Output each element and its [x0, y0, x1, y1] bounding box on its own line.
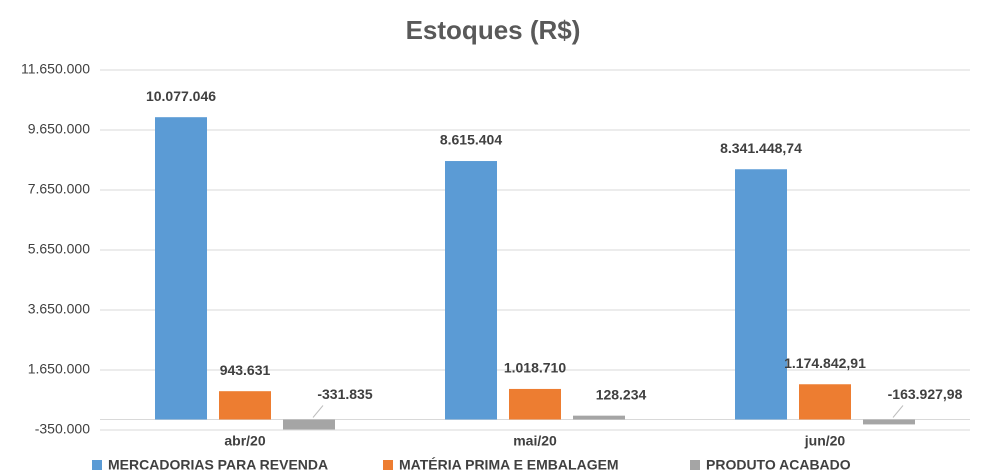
legend-swatch — [383, 460, 393, 470]
data-label: 128.234 — [596, 386, 647, 402]
y-tick-label: -350.000 — [35, 421, 90, 437]
data-label: -163.927,98 — [888, 386, 963, 402]
bar — [155, 117, 207, 420]
data-label: 1.174.842,91 — [784, 355, 866, 371]
bar — [573, 415, 625, 420]
data-label: 8.341.448,74 — [720, 140, 802, 156]
x-tick-label: abr/20 — [224, 433, 265, 449]
legend-label: PRODUTO ACABADO — [706, 457, 851, 473]
y-tick-label: 5.650.000 — [28, 241, 90, 257]
legend-label: MATÉRIA PRIMA E EMBALAGEM — [399, 457, 619, 473]
legend-swatch — [92, 460, 102, 470]
x-tick-label: jun/20 — [804, 433, 846, 449]
bar — [219, 391, 271, 420]
data-label: 1.018.710 — [504, 360, 566, 376]
bar — [509, 388, 561, 420]
x-tick-label: mai/20 — [513, 433, 557, 449]
legend-swatch — [690, 460, 700, 470]
y-tick-label: 11.650.000 — [21, 61, 90, 77]
bar — [445, 161, 497, 420]
leader-line — [892, 405, 904, 418]
data-label: 943.631 — [220, 362, 271, 378]
bar — [799, 384, 851, 420]
bar — [863, 419, 915, 425]
y-tick-label: 7.650.000 — [28, 181, 90, 197]
data-label: 10.077.046 — [146, 88, 216, 104]
bar — [735, 169, 787, 420]
bar — [283, 419, 335, 430]
data-label: 8.615.404 — [440, 132, 502, 148]
chart-title: Estoques (R$) — [406, 15, 581, 45]
y-tick-label: 9.650.000 — [28, 121, 90, 137]
y-tick-label: 1.650.000 — [28, 361, 90, 377]
legend-label: MERCADORIAS PARA REVENDA — [108, 457, 328, 473]
leader-line — [312, 405, 324, 418]
y-tick-label: 3.650.000 — [28, 301, 90, 317]
data-label: -331.835 — [317, 386, 372, 402]
